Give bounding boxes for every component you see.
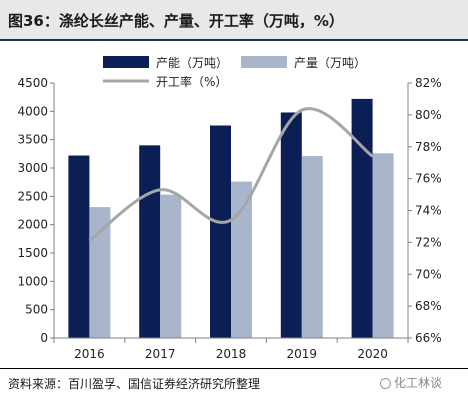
legend-swatch-output: [241, 56, 287, 68]
bar-capacity-2018: [210, 125, 231, 338]
x-tick-2020: 2020: [357, 347, 388, 361]
watermark-text: 化工林谈: [394, 376, 443, 390]
legend-label-capacity: 产能（万吨）: [156, 56, 228, 70]
chart-title: 图36：涤纶长丝产能、产量、开工率（万吨，%）: [8, 12, 344, 30]
chart: 0 500 1000 1500 2000 2500 3000 3500 4000 4500 66% 6…: [17, 56, 442, 361]
x-tick-2017: 2017: [145, 347, 176, 361]
y-left-tick-4500: 4500: [17, 76, 48, 90]
x-tick-2018: 2018: [216, 347, 247, 361]
bar-capacity-2020: [351, 98, 373, 338]
y-right-tick-66%: 66%: [415, 331, 442, 345]
x-tick-2016: 2016: [74, 347, 105, 361]
bar-capacity-2017: [139, 145, 161, 338]
y-left-tick-1500: 1500: [17, 246, 48, 260]
y-right-tick-68%: 68%: [415, 299, 442, 313]
watermark: 化工林谈: [380, 374, 442, 391]
bar-capacity-2016: [68, 155, 90, 338]
bar-output-2018: [231, 181, 252, 338]
bar-output-2017: [160, 194, 182, 338]
y-left-tick-0: 0: [40, 331, 48, 345]
y-right-tick-78%: 78%: [415, 140, 442, 154]
source-note: 资料来源：百川盈孚、国信证券经济研究所整理: [8, 377, 261, 391]
figure-header: 图36：涤纶长丝产能、产量、开工率（万吨，%）: [0, 0, 468, 41]
bar-output-2016: [89, 207, 111, 338]
bar-capacity-2019: [280, 112, 302, 338]
y-left-tick-500: 500: [25, 303, 48, 317]
y-left-tick-2000: 2000: [17, 218, 48, 232]
source-divider: [0, 368, 468, 369]
y-right-tick-70%: 70%: [415, 267, 442, 281]
x-tick-2019: 2019: [287, 347, 318, 361]
y-left-tick-4000: 4000: [17, 104, 48, 118]
y-right-tick-80%: 80%: [415, 108, 442, 122]
y-left-tick-3000: 3000: [17, 161, 48, 175]
y-right-tick-72%: 72%: [415, 235, 442, 249]
y-right-tick-74%: 74%: [415, 204, 442, 218]
y-left-tick-1000: 1000: [17, 274, 48, 288]
bar-output-2019: [301, 156, 323, 338]
wechat-icon: [380, 378, 391, 389]
y-left-tick-3500: 3500: [17, 133, 48, 147]
y-right-tick-82%: 82%: [415, 76, 442, 90]
bar-output-2020: [372, 153, 394, 338]
legend-label-output: 产量（万吨）: [294, 56, 366, 70]
legend-swatch-capacity: [103, 56, 149, 68]
legend-label-rate: 开工率（%）: [156, 74, 227, 89]
y-left-tick-2500: 2500: [17, 189, 48, 203]
y-right-tick-76%: 76%: [415, 172, 442, 186]
